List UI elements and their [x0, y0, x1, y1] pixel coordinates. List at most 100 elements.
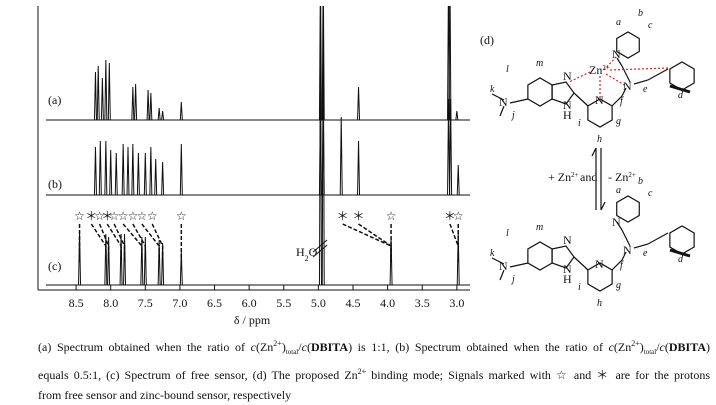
- structure-label: N: [563, 69, 572, 83]
- peak: [107, 62, 111, 121]
- structure-label: N: [499, 259, 508, 273]
- peak: [126, 146, 130, 196]
- structure-label: l: [506, 64, 509, 75]
- caption-text: c: [250, 340, 256, 354]
- peak: [179, 143, 183, 196]
- peak: [98, 140, 102, 196]
- structure-label: c: [648, 20, 653, 31]
- text-part: Zn: [589, 63, 602, 77]
- signal-marker: ＊: [101, 209, 113, 223]
- pyridine-ring: [616, 195, 640, 223]
- signal-marker: ☆: [74, 209, 85, 223]
- structure-label: f: [620, 260, 624, 271]
- structure-label: H: [563, 108, 572, 122]
- structure-label: H: [563, 272, 572, 286]
- peak: [121, 143, 125, 196]
- peak: [143, 236, 147, 286]
- structure-label: a: [616, 17, 621, 28]
- dashed-link: [151, 223, 164, 262]
- bond: [491, 57, 669, 117]
- peak: [104, 233, 108, 286]
- peak: [161, 242, 165, 286]
- caption-text: DBITA: [310, 340, 349, 354]
- structure-label: g: [616, 280, 621, 291]
- peak: [100, 77, 104, 121]
- structure-label: g: [616, 116, 621, 127]
- dashed-link: [358, 223, 392, 262]
- peak: [104, 59, 108, 121]
- peak: [93, 71, 97, 121]
- water-label: H2O: [296, 245, 318, 263]
- caption-text: ) is 1:1, (b) Spectrum obtained when the…: [348, 340, 609, 354]
- add-zinc: + Zn2+: [548, 170, 579, 184]
- bold-bond: [669, 84, 691, 94]
- peak: [131, 86, 135, 121]
- text-part: 2+: [602, 64, 610, 72]
- caption-text: ): [639, 340, 644, 354]
- structure-label: a: [616, 185, 621, 196]
- structure-label: m: [536, 222, 543, 233]
- caption-text: (a) Spectrum obtained when the ratio of: [38, 340, 251, 354]
- signal-marker: ＊: [85, 209, 97, 223]
- signal-marker: ☆: [118, 209, 129, 223]
- peak: [321, 14, 325, 286]
- signal-marker: ＊: [353, 209, 365, 223]
- peak: [339, 116, 343, 196]
- caption-text: 2+: [631, 339, 640, 348]
- caption-text: ): [281, 340, 286, 354]
- peak: [318, 14, 322, 286]
- structure-label: N: [563, 98, 572, 112]
- peak: [146, 89, 150, 121]
- structure-label: e: [643, 84, 648, 95]
- structure-label: N: [623, 243, 632, 257]
- peak: [179, 101, 183, 121]
- peak: [447, 98, 451, 196]
- structure-label: l: [506, 228, 509, 239]
- signal-marker: ☆: [127, 209, 138, 223]
- x-tick-label: 8.5: [69, 296, 84, 310]
- caption-text: (Zn: [613, 340, 632, 354]
- bottom-structure-labels: a b c N N N d e f g h i j k l m N N H N: [490, 176, 684, 309]
- structure-label: i: [578, 282, 581, 293]
- caption-text: total: [643, 348, 657, 356]
- structure-label: f: [620, 96, 624, 107]
- equilibrium-arrow: [591, 147, 606, 211]
- x-tick-label: 7.5: [138, 296, 153, 310]
- peak: [149, 92, 153, 121]
- structure-label: N: [595, 93, 604, 107]
- structure-label: N: [563, 262, 572, 276]
- peak: [119, 233, 123, 286]
- dashed-link: [98, 223, 110, 262]
- peak: [154, 158, 158, 196]
- structure-label: b: [638, 8, 643, 19]
- signal-marker: ☆: [176, 209, 187, 223]
- structure-label: k: [490, 248, 495, 259]
- peak: [161, 161, 165, 196]
- structure-label: e: [643, 248, 648, 259]
- caption-text: /: [656, 340, 660, 354]
- benzene-ring: [527, 77, 553, 107]
- peak: [131, 143, 135, 196]
- trace-label: (a): [48, 93, 61, 107]
- structure-label: N: [612, 215, 621, 229]
- dashed-link: [132, 223, 147, 262]
- dashed-link: [106, 223, 122, 262]
- text-part: - Zn: [608, 170, 628, 184]
- structure-label: d: [678, 254, 684, 265]
- text-part: 2+: [571, 171, 579, 179]
- signal-marker: ☆: [109, 209, 120, 223]
- x-tick-label: 5.5: [276, 296, 291, 310]
- peak: [157, 107, 161, 121]
- imidazole-ring: [551, 245, 575, 269]
- imidazole-ring: [551, 81, 575, 105]
- trace-label: (c): [48, 259, 61, 273]
- x-tick-label: 6.5: [207, 296, 222, 310]
- caption-line: equals 0.5:1, (c) Spectrum of free senso…: [38, 362, 710, 385]
- caption-text: total: [285, 348, 299, 356]
- top-structure-labels: a b c N Zn2+ N N d e f g h i j k l m N N…: [490, 8, 684, 145]
- signal-marker: ☆: [453, 209, 464, 223]
- structures: [491, 31, 695, 292]
- structure-label: N: [595, 257, 604, 271]
- peak: [93, 146, 97, 196]
